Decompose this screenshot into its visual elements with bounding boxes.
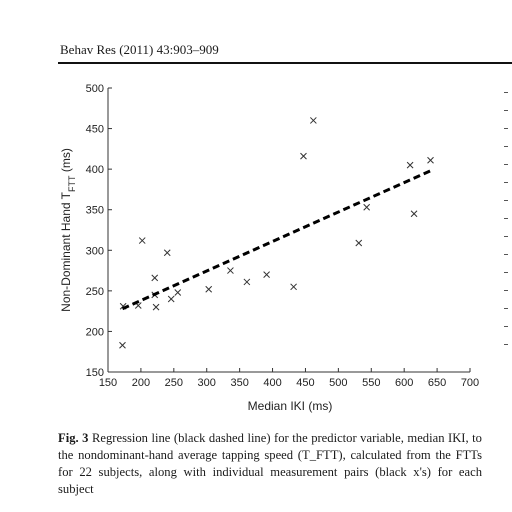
y-tick-label: 350 — [86, 205, 104, 217]
data-point — [151, 274, 159, 282]
regression-line-group — [121, 169, 432, 311]
y-tick-label: 450 — [86, 124, 104, 136]
data-point — [174, 289, 182, 296]
data-point — [227, 267, 234, 274]
y-tick-label: 150 — [86, 367, 104, 379]
data-point — [290, 283, 297, 291]
y-axis-label-main: Non-Dominant Hand T — [59, 191, 73, 312]
figure-caption: Fig. 3 Regression line (black dashed lin… — [58, 430, 482, 498]
data-point — [138, 237, 146, 244]
regression-scatter-plot: 150 200 250 300 350 400 450 500 550 600 650 700 150 2… — [59, 83, 480, 413]
plot-axes: 150 200 250 300 350 400 450 500 550 600 650 700 150 2… — [86, 83, 480, 389]
data-point — [163, 249, 171, 257]
data-point — [427, 156, 434, 164]
data-point — [300, 152, 307, 160]
x-tick-label: 650 — [428, 377, 446, 389]
running-header: Behav Res (2011) 43:903–909 — [60, 42, 219, 57]
data-point — [355, 239, 363, 247]
data-point — [205, 285, 213, 293]
y-axis-label-subscript: FTT — [67, 175, 77, 192]
data-point — [363, 203, 371, 211]
x-tick-label: 450 — [296, 377, 314, 389]
data-point — [406, 161, 414, 169]
y-axis-label-unit: (ms) — [59, 148, 73, 175]
y-tick-label: 400 — [86, 164, 104, 176]
data-points — [119, 117, 434, 349]
y-tick-label: 200 — [86, 326, 104, 338]
x-tick-label: 700 — [461, 377, 479, 389]
data-point — [119, 341, 126, 349]
data-point — [167, 295, 175, 303]
x-tick-label: 500 — [329, 377, 347, 389]
x-axis-label: Median IKI (ms) — [248, 399, 333, 413]
x-tick-label: 550 — [362, 377, 380, 389]
header-rule — [58, 62, 512, 64]
data-point — [410, 210, 418, 218]
x-tick-label: 300 — [198, 377, 216, 389]
y-axis-label: Non-Dominant Hand TFTT (ms) — [59, 148, 77, 312]
data-point — [309, 117, 317, 124]
x-tick-label: 150 — [99, 377, 117, 389]
x-tick-label: 250 — [165, 377, 183, 389]
data-point — [243, 278, 251, 286]
x-tick-label: 350 — [230, 377, 248, 389]
y-tick-label: 500 — [86, 83, 104, 95]
data-point — [263, 271, 270, 278]
x-tick-label: 400 — [263, 377, 281, 389]
y-tick-label: 250 — [86, 286, 104, 298]
x-tick-label: 200 — [132, 377, 150, 389]
figure-label: Fig. 3 — [58, 431, 89, 445]
caption-text: Regression line (black dashed line) for … — [58, 431, 482, 496]
regression-line — [121, 169, 432, 311]
margin-text-fragments — [504, 92, 512, 362]
x-tick-label: 600 — [395, 377, 413, 389]
y-tick-label: 300 — [86, 245, 104, 257]
data-point — [152, 303, 160, 311]
